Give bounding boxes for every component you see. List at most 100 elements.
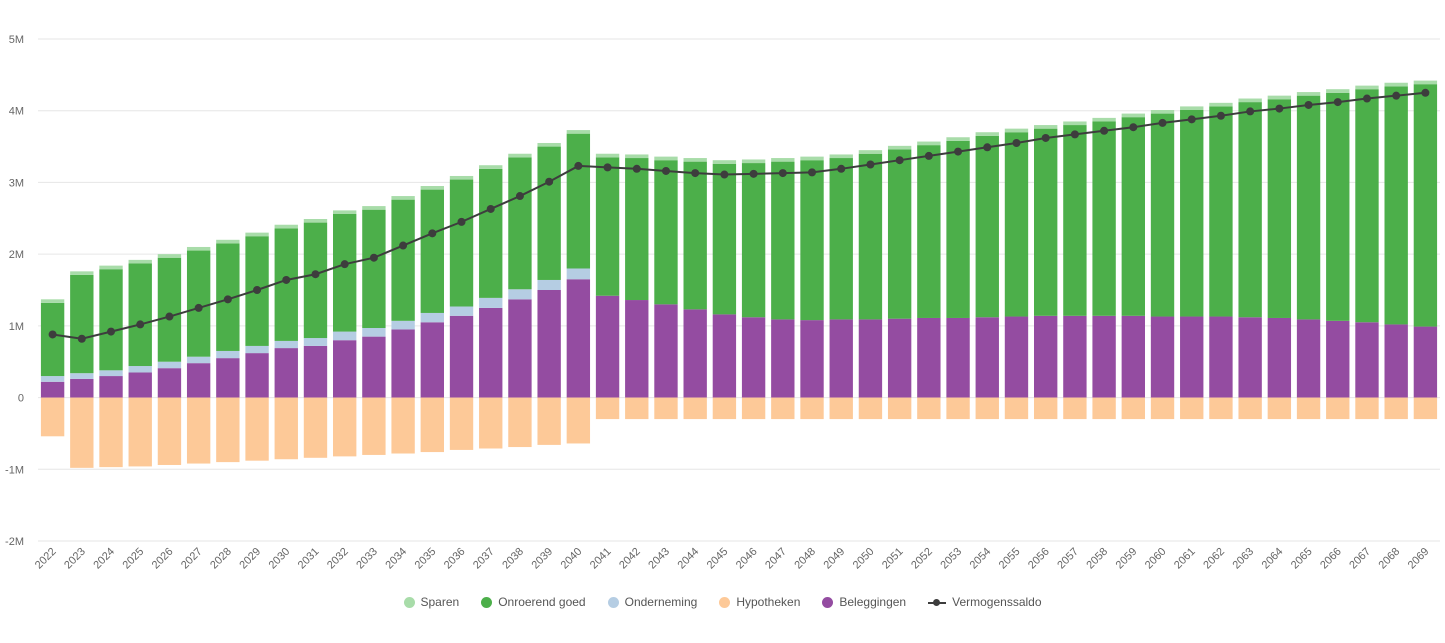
bar-onderneming-2033[interactable]: [362, 328, 386, 337]
bar-onroerend_goed-2043[interactable]: [654, 160, 678, 305]
bar-sparen-2060[interactable]: [1150, 109, 1175, 114]
bar-onroerend_goed-2040[interactable]: [566, 133, 591, 269]
bar-hypotheken-2055[interactable]: [1004, 397, 1029, 420]
bar-hypotheken-2059[interactable]: [1121, 397, 1145, 420]
bar-hypotheken-2056[interactable]: [1034, 397, 1058, 420]
bar-sparen-2064[interactable]: [1267, 95, 1292, 100]
bar-onroerend_goed-2055[interactable]: [1004, 132, 1029, 317]
bar-beleggingen-2054[interactable]: [975, 317, 999, 398]
bar-sparen-2037[interactable]: [479, 165, 503, 169]
bar-onroerend_goed-2058[interactable]: [1092, 121, 1116, 316]
bar-beleggingen-2036[interactable]: [449, 315, 474, 398]
bar-sparen-2050[interactable]: [858, 150, 883, 154]
bar-onroerend_goed-2048[interactable]: [800, 160, 824, 321]
bar-sparen-2043[interactable]: [654, 156, 678, 161]
bar-hypotheken-2049[interactable]: [829, 397, 853, 420]
bar-onroerend_goed-2037[interactable]: [479, 168, 503, 298]
point-vermogenssaldo-2049[interactable]: [837, 164, 846, 173]
bar-onroerend_goed-2053[interactable]: [946, 140, 970, 318]
bar-sparen-2045[interactable]: [712, 160, 737, 164]
point-vermogenssaldo-2065[interactable]: [1304, 100, 1313, 109]
bar-onderneming-2039[interactable]: [537, 279, 561, 290]
bar-onroerend_goed-2026[interactable]: [157, 257, 182, 362]
point-vermogenssaldo-2039[interactable]: [545, 177, 554, 186]
point-vermogenssaldo-2032[interactable]: [340, 260, 349, 269]
bar-sparen-2029[interactable]: [245, 232, 269, 237]
bar-beleggingen-2060[interactable]: [1150, 316, 1175, 398]
bar-onroerend_goed-2050[interactable]: [858, 153, 883, 320]
point-vermogenssaldo-2031[interactable]: [311, 270, 320, 279]
bar-hypotheken-2068[interactable]: [1384, 397, 1408, 420]
legend-item-beleggingen[interactable]: Beleggingen: [822, 595, 906, 609]
point-vermogenssaldo-2051[interactable]: [895, 156, 904, 165]
point-vermogenssaldo-2045[interactable]: [720, 170, 729, 179]
bar-onroerend_goed-2035[interactable]: [420, 189, 444, 313]
point-vermogenssaldo-2060[interactable]: [1158, 118, 1167, 127]
bar-onroerend_goed-2059[interactable]: [1121, 117, 1145, 316]
bar-hypotheken-2065[interactable]: [1296, 397, 1321, 420]
bar-hypotheken-2067[interactable]: [1355, 397, 1379, 420]
bar-sparen-2025[interactable]: [128, 259, 152, 264]
bar-hypotheken-2029[interactable]: [245, 397, 269, 461]
point-vermogenssaldo-2029[interactable]: [253, 286, 262, 294]
bar-sparen-2024[interactable]: [99, 265, 123, 270]
bar-hypotheken-2033[interactable]: [362, 397, 386, 455]
point-vermogenssaldo-2056[interactable]: [1041, 133, 1050, 142]
bar-onroerend_goed-2042[interactable]: [625, 158, 649, 301]
bar-beleggingen-2066[interactable]: [1326, 320, 1350, 398]
point-vermogenssaldo-2058[interactable]: [1100, 126, 1109, 135]
bar-hypotheken-2064[interactable]: [1267, 397, 1292, 420]
bar-onderneming-2035[interactable]: [420, 312, 444, 323]
bar-sparen-2022[interactable]: [40, 299, 65, 303]
bar-onroerend_goed-2057[interactable]: [1063, 125, 1087, 316]
bar-beleggingen-2068[interactable]: [1384, 324, 1408, 398]
bar-sparen-2023[interactable]: [70, 271, 94, 275]
bar-onroerend_goed-2025[interactable]: [128, 263, 152, 367]
bar-beleggingen-2067[interactable]: [1355, 322, 1379, 398]
bar-hypotheken-2054[interactable]: [975, 397, 999, 420]
bar-sparen-2052[interactable]: [917, 141, 941, 146]
point-vermogenssaldo-2041[interactable]: [603, 163, 612, 172]
bar-onroerend_goed-2027[interactable]: [186, 250, 211, 357]
bar-sparen-2053[interactable]: [946, 137, 970, 141]
bar-hypotheken-2044[interactable]: [683, 397, 707, 420]
legend-item-hypotheken[interactable]: Hypotheken: [719, 595, 800, 609]
bar-beleggingen-2065[interactable]: [1296, 319, 1321, 398]
bar-beleggingen-2053[interactable]: [946, 317, 970, 398]
bar-beleggingen-2034[interactable]: [391, 329, 415, 398]
point-vermogenssaldo-2048[interactable]: [808, 168, 817, 177]
bar-beleggingen-2043[interactable]: [654, 304, 678, 398]
bar-onroerend_goed-2047[interactable]: [771, 161, 795, 320]
bar-sparen-2047[interactable]: [771, 158, 795, 162]
bar-beleggingen-2035[interactable]: [420, 322, 444, 398]
point-vermogenssaldo-2036[interactable]: [457, 217, 466, 226]
bar-onderneming-2029[interactable]: [245, 345, 269, 354]
bar-sparen-2041[interactable]: [595, 153, 620, 158]
bar-hypotheken-2032[interactable]: [333, 397, 357, 457]
bar-sparen-2068[interactable]: [1384, 82, 1408, 87]
bar-sparen-2049[interactable]: [829, 154, 853, 159]
bar-hypotheken-2046[interactable]: [741, 397, 766, 420]
legend-item-onderneming[interactable]: Onderneming: [607, 595, 697, 609]
bar-sparen-2065[interactable]: [1296, 92, 1321, 96]
bar-onroerend_goed-2024[interactable]: [99, 269, 123, 371]
bar-beleggingen-2029[interactable]: [245, 353, 269, 398]
bar-sparen-2061[interactable]: [1180, 106, 1204, 110]
bar-hypotheken-2050[interactable]: [858, 397, 883, 420]
point-vermogenssaldo-2030[interactable]: [282, 275, 291, 284]
legend-item-sparen[interactable]: Sparen: [403, 595, 459, 609]
point-vermogenssaldo-2063[interactable]: [1246, 107, 1255, 116]
bar-sparen-2035[interactable]: [420, 186, 444, 190]
bar-hypotheken-2022[interactable]: [40, 397, 65, 437]
bar-onroerend_goed-2056[interactable]: [1034, 128, 1058, 316]
bar-sparen-2039[interactable]: [537, 142, 561, 147]
point-vermogenssaldo-2042[interactable]: [632, 164, 641, 173]
point-vermogenssaldo-2059[interactable]: [1129, 123, 1138, 132]
bar-hypotheken-2036[interactable]: [449, 397, 474, 450]
bar-hypotheken-2042[interactable]: [625, 397, 649, 420]
bar-onderneming-2027[interactable]: [186, 356, 211, 364]
point-vermogenssaldo-2026[interactable]: [165, 312, 174, 321]
bar-onroerend_goed-2031[interactable]: [303, 222, 328, 339]
bar-hypotheken-2066[interactable]: [1326, 397, 1350, 420]
bar-beleggingen-2033[interactable]: [362, 336, 386, 398]
